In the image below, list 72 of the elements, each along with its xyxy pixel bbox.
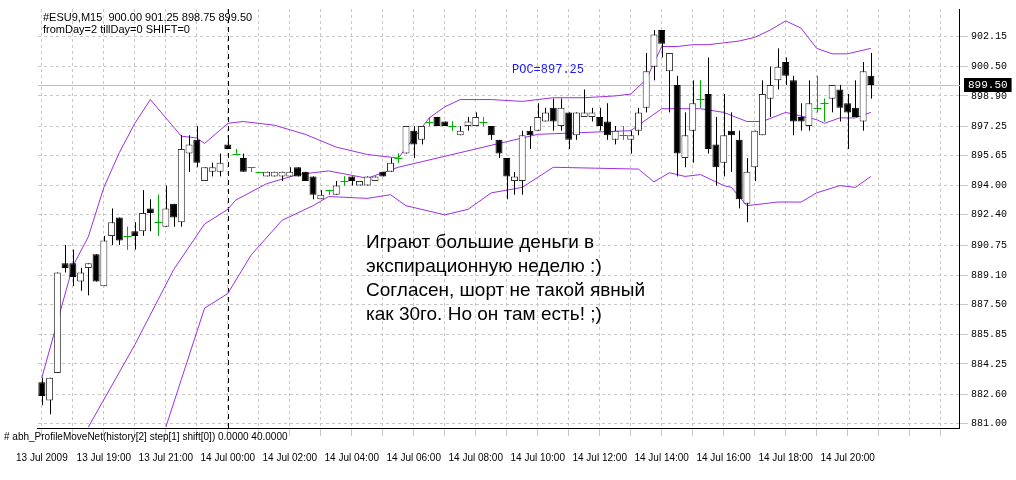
candlestick <box>232 148 241 155</box>
annotation: Играют большие деньги в экспирационную неделю :) Согласен, шорт не такой явный как 30го. Но он там есть! ;) <box>366 230 646 326</box>
annotation: POC=897.25 <box>512 63 585 77</box>
x-tick-label: 13 Jul 19:00 <box>76 451 132 463</box>
candlestick <box>69 249 77 287</box>
candlestick <box>146 198 154 232</box>
candlestick <box>216 153 224 177</box>
candlestick <box>549 98 557 132</box>
candlestick <box>185 134 193 173</box>
candlestick <box>115 217 123 246</box>
candlestick <box>828 84 836 113</box>
candlestick <box>681 111 689 168</box>
candlestick <box>503 157 511 200</box>
y-tick-label: 900.50 <box>970 61 1008 73</box>
y-tick-label: 895.65 <box>970 150 1008 162</box>
candlestick <box>805 79 813 132</box>
y-tick-label: 887.50 <box>970 299 1008 311</box>
candlestick <box>774 47 782 91</box>
candlestick <box>797 102 805 132</box>
y-tick-label: 897.25 <box>970 120 1008 132</box>
candlestick <box>766 66 774 118</box>
x-tick-label: 14 Jul 02:00 <box>262 451 318 463</box>
x-tick-label: 14 Jul 14:00 <box>634 451 690 463</box>
candlestick <box>84 262 92 296</box>
candlestick <box>139 189 147 237</box>
candlestick <box>867 52 875 100</box>
candlestick <box>77 267 85 292</box>
y-tick-label: 884.25 <box>970 358 1008 370</box>
candlestick <box>46 377 54 415</box>
y-tick-label: 890.75 <box>970 239 1008 251</box>
y-tick-label: 902.15 <box>970 31 1008 43</box>
x-tick-label: 14 Jul 04:00 <box>324 451 380 463</box>
x-tick-label: 13 Jul 2009 <box>16 451 69 463</box>
ref-line-label: 899.50 <box>967 78 1008 91</box>
x-tick-label: 14 Jul 08:00 <box>448 451 504 463</box>
text: fromDay=2 tillDay=0 SHIFT=0 <box>42 23 190 36</box>
x-tick-label: 14 Jul 16:00 <box>696 451 752 463</box>
x-tick-label: 14 Jul 00:00 <box>200 451 256 463</box>
text: # abh_ProfileMoveNet(history[2] step[1] shift[0]) 0.0000 40.0000 <box>4 430 288 443</box>
y-tick-label: 894.00 <box>970 180 1008 192</box>
x-tick-label: 14 Jul 20:00 <box>820 451 876 463</box>
candlestick <box>782 56 790 86</box>
y-tick-label: 898.90 <box>970 90 1008 102</box>
y-tick-label: 881.00 <box>970 418 1008 430</box>
candlestick <box>665 52 673 113</box>
candlestick <box>712 116 720 187</box>
candlestick <box>510 171 518 196</box>
candlestick <box>836 84 844 123</box>
candlestick <box>627 130 635 155</box>
chart-title: #ESU9,M15 900.00 901.25 898.75 899.50 <box>42 11 253 24</box>
y-tick-label: 889.10 <box>970 269 1008 281</box>
x-tick-label: 14 Jul 18:00 <box>758 451 814 463</box>
candlestick <box>534 102 542 132</box>
y-tick-label: 892.40 <box>970 209 1008 221</box>
candlestick <box>557 98 565 132</box>
candlestick <box>634 107 642 136</box>
candlestick <box>193 125 201 168</box>
y-tick-label: 885.85 <box>970 329 1008 341</box>
x-tick-label: 14 Jul 06:00 <box>386 451 442 463</box>
x-tick-label: 14 Jul 12:00 <box>572 451 628 463</box>
candlestick <box>162 185 170 228</box>
candlestick <box>61 244 69 273</box>
candlestick <box>38 377 46 406</box>
candlestick <box>572 111 580 141</box>
x-tick-label: 14 Jul 10:00 <box>510 451 566 463</box>
y-tick-label: 882.60 <box>970 388 1008 400</box>
x-tick-label: 13 Jul 21:00 <box>138 451 194 463</box>
candlestick <box>658 29 666 58</box>
candlestick <box>131 221 139 251</box>
candlestick <box>580 89 588 118</box>
candlestick <box>611 125 619 145</box>
candlestick <box>410 125 418 159</box>
